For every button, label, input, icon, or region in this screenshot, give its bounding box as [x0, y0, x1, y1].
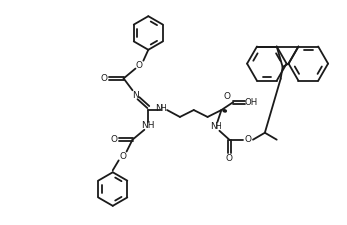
Text: O: O — [224, 92, 231, 101]
Text: O: O — [226, 154, 233, 163]
Text: O: O — [245, 135, 252, 144]
Text: O: O — [100, 74, 107, 83]
Text: O: O — [119, 152, 126, 161]
Text: NH: NH — [142, 121, 155, 130]
Text: N: N — [155, 104, 162, 112]
Text: H: H — [160, 104, 166, 112]
Text: OH: OH — [244, 98, 258, 107]
Text: N: N — [132, 91, 139, 100]
Text: H: H — [215, 122, 221, 131]
Text: O: O — [136, 61, 143, 70]
Text: O: O — [110, 135, 117, 144]
Text: N: N — [210, 122, 217, 131]
